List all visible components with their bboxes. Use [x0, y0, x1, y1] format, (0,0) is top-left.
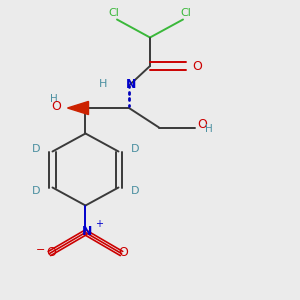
- Text: H: H: [99, 79, 108, 89]
- Text: D: D: [32, 185, 40, 196]
- Text: O: O: [46, 246, 56, 259]
- Text: H: H: [205, 124, 212, 134]
- Text: −: −: [36, 245, 45, 256]
- Text: D: D: [32, 143, 40, 154]
- Text: O: O: [193, 59, 202, 73]
- Text: +: +: [95, 219, 103, 229]
- Polygon shape: [68, 101, 88, 115]
- Text: H: H: [50, 94, 58, 104]
- Text: N: N: [126, 78, 136, 91]
- Text: D: D: [131, 185, 139, 196]
- Text: O: O: [51, 100, 61, 113]
- Text: Cl: Cl: [181, 8, 191, 18]
- Text: N: N: [82, 225, 92, 238]
- Text: D: D: [131, 143, 139, 154]
- Text: O: O: [197, 118, 207, 131]
- Text: O: O: [118, 246, 128, 259]
- Text: Cl: Cl: [109, 8, 119, 18]
